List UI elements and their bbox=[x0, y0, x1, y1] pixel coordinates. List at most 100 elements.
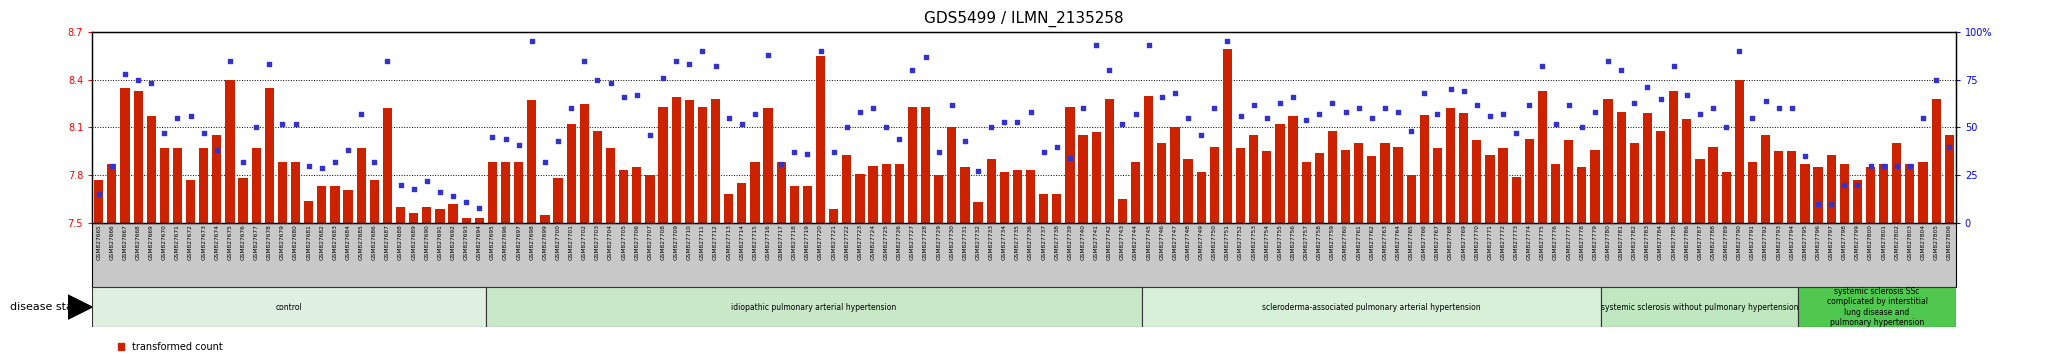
Bar bbox=[999, 172, 1010, 223]
Point bbox=[541, 138, 573, 144]
Bar bbox=[541, 215, 549, 223]
Point bbox=[752, 52, 784, 58]
Point bbox=[424, 190, 457, 195]
Bar bbox=[514, 162, 524, 223]
Point bbox=[1303, 111, 1335, 117]
Bar bbox=[776, 162, 786, 223]
Point bbox=[1159, 90, 1192, 96]
Bar bbox=[1511, 177, 1522, 223]
Point bbox=[82, 192, 115, 197]
Point bbox=[686, 48, 719, 54]
Bar bbox=[475, 218, 483, 223]
Point bbox=[805, 48, 838, 54]
Point bbox=[397, 186, 430, 192]
Bar bbox=[303, 201, 313, 223]
Point bbox=[1630, 85, 1663, 90]
FancyBboxPatch shape bbox=[1143, 287, 1602, 327]
Bar bbox=[1315, 153, 1323, 223]
Point bbox=[293, 163, 326, 169]
Bar bbox=[895, 164, 903, 223]
Point bbox=[1880, 163, 1913, 169]
Point bbox=[121, 77, 154, 82]
Bar bbox=[1235, 148, 1245, 223]
Bar bbox=[172, 148, 182, 223]
Point bbox=[555, 105, 588, 111]
Text: idiopathic pulmonary arterial hypertension: idiopathic pulmonary arterial hypertensi… bbox=[731, 303, 897, 312]
Bar bbox=[1196, 172, 1206, 223]
Bar bbox=[502, 162, 510, 223]
Point bbox=[764, 161, 797, 167]
Bar bbox=[592, 131, 602, 223]
Bar bbox=[199, 148, 209, 223]
Bar bbox=[1524, 139, 1534, 223]
Point bbox=[528, 159, 561, 165]
Bar bbox=[1696, 159, 1704, 223]
Point bbox=[739, 111, 772, 117]
Bar bbox=[291, 162, 301, 223]
Point bbox=[1776, 105, 1808, 111]
Point bbox=[266, 121, 299, 126]
Bar bbox=[815, 56, 825, 223]
Bar bbox=[1104, 99, 1114, 223]
Bar bbox=[1458, 113, 1468, 223]
Point bbox=[1171, 115, 1204, 121]
Bar bbox=[1157, 143, 1167, 223]
Bar bbox=[829, 209, 838, 223]
Bar bbox=[1092, 132, 1100, 223]
Point bbox=[1040, 144, 1073, 149]
Bar bbox=[1866, 167, 1876, 223]
Point bbox=[1722, 48, 1755, 54]
Point bbox=[1683, 111, 1716, 117]
Point bbox=[1053, 155, 1085, 161]
Bar bbox=[147, 116, 156, 223]
Bar bbox=[1262, 151, 1272, 223]
Point bbox=[186, 130, 219, 136]
Point bbox=[502, 142, 535, 148]
Bar bbox=[1931, 99, 1942, 223]
Bar bbox=[1577, 167, 1587, 223]
Point bbox=[1448, 88, 1481, 94]
Point bbox=[1290, 117, 1323, 122]
Bar bbox=[1774, 151, 1784, 223]
Point bbox=[963, 169, 995, 174]
Bar bbox=[1919, 162, 1927, 223]
Bar bbox=[868, 166, 879, 223]
Bar bbox=[1341, 150, 1350, 223]
Bar bbox=[1669, 91, 1677, 223]
Bar bbox=[279, 162, 287, 223]
Bar bbox=[1722, 172, 1731, 223]
Bar bbox=[750, 162, 760, 223]
Point bbox=[305, 165, 338, 170]
Point bbox=[1552, 102, 1585, 107]
Bar bbox=[1642, 113, 1653, 223]
Bar bbox=[487, 162, 498, 223]
Point bbox=[567, 58, 600, 63]
Bar bbox=[94, 180, 102, 223]
Bar bbox=[1026, 170, 1034, 223]
Point bbox=[1657, 63, 1690, 69]
Point bbox=[1802, 201, 1835, 207]
Bar bbox=[553, 178, 563, 223]
Bar bbox=[1014, 170, 1022, 223]
Point bbox=[1079, 42, 1112, 48]
Bar bbox=[1145, 96, 1153, 223]
Point bbox=[922, 149, 954, 155]
Point bbox=[385, 182, 418, 188]
Point bbox=[1565, 125, 1597, 130]
Bar bbox=[856, 174, 864, 223]
Point bbox=[1118, 111, 1151, 117]
Text: scleroderma-associated pulmonary arterial hypertension: scleroderma-associated pulmonary arteria… bbox=[1262, 303, 1481, 312]
Point bbox=[1421, 111, 1454, 117]
Bar bbox=[1565, 140, 1573, 223]
Bar bbox=[606, 148, 614, 223]
Point bbox=[791, 152, 823, 157]
Point bbox=[844, 109, 877, 115]
Bar bbox=[1839, 164, 1849, 223]
Bar bbox=[791, 186, 799, 223]
Bar bbox=[948, 127, 956, 223]
Bar bbox=[987, 159, 995, 223]
Point bbox=[1317, 100, 1350, 105]
Bar bbox=[186, 180, 195, 223]
Bar bbox=[1223, 49, 1233, 223]
Bar bbox=[698, 107, 707, 223]
